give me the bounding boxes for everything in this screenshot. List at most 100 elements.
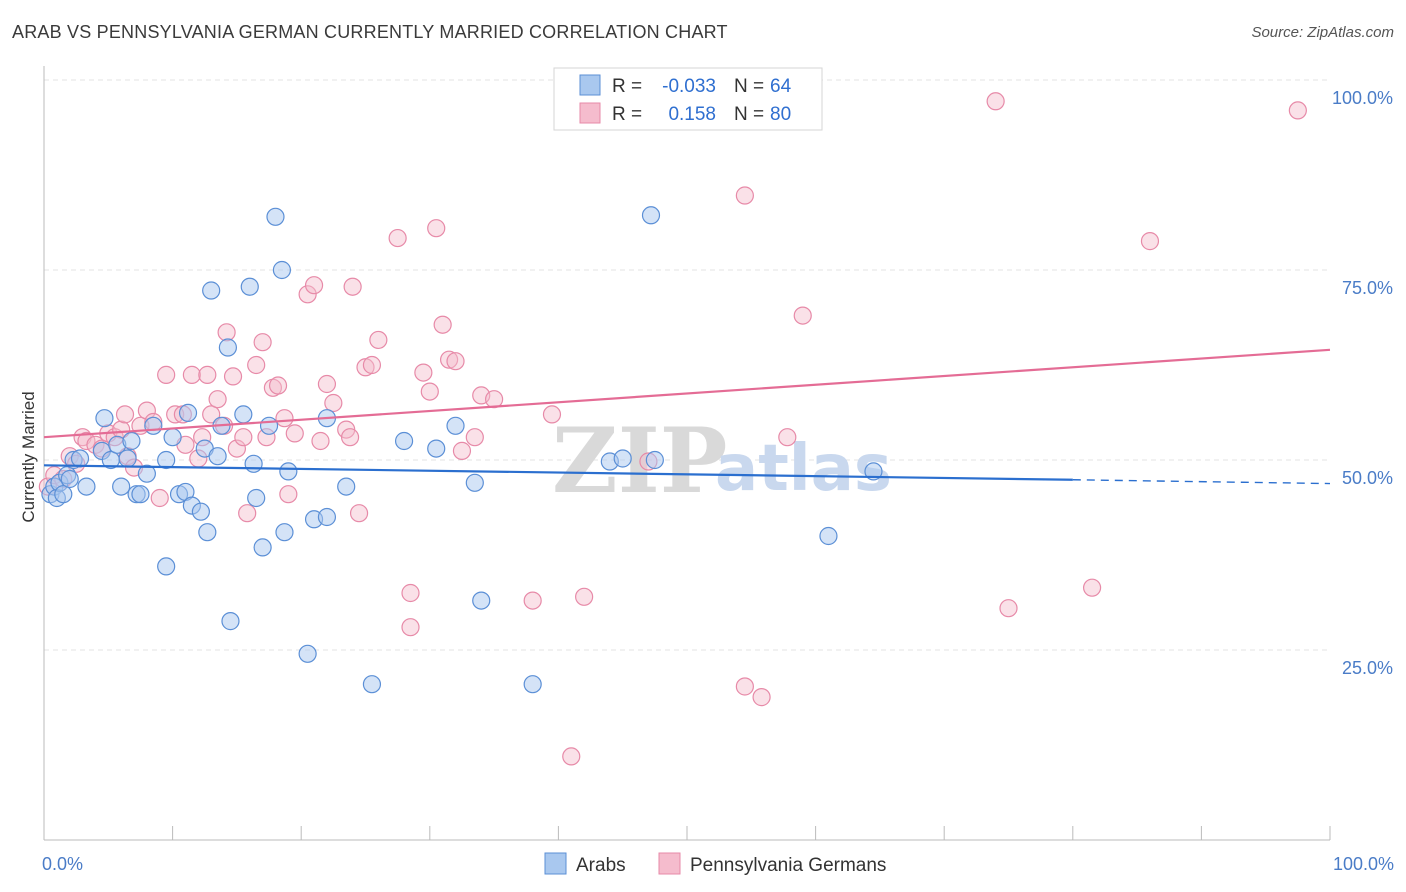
pg-point-73 <box>735 186 754 205</box>
source-credit: Source: ZipAtlas.com <box>1251 24 1394 41</box>
arabs-point-30 <box>198 523 217 542</box>
arabs-point-48 <box>317 507 337 527</box>
arabs-point-36 <box>234 405 253 424</box>
arabs-point-19 <box>137 464 156 483</box>
pg-point-36 <box>253 333 272 352</box>
arabs-point-6 <box>60 469 79 489</box>
arabs-point-57 <box>523 675 542 694</box>
arabs-point-55 <box>465 473 484 492</box>
pg-point-60 <box>427 219 446 238</box>
arabs-point-60 <box>641 206 661 225</box>
pg-point-82 <box>1288 101 1307 120</box>
pg-point-74 <box>735 677 754 696</box>
pg-point-50 <box>343 277 362 296</box>
arabs-point-41 <box>259 416 279 435</box>
grid-lines <box>44 79 1330 651</box>
pg-point-32 <box>227 439 246 458</box>
pg-point-58 <box>414 363 433 382</box>
legend-swatch-arabs <box>579 74 601 96</box>
bottom-legend-label-arabs: Arabs <box>576 855 626 876</box>
pg-point-39 <box>268 376 288 395</box>
arabs-point-15 <box>118 449 137 468</box>
pg-point-68 <box>523 591 542 610</box>
legend-r-value-arabs: -0.033 <box>662 76 716 97</box>
arabs-point-21 <box>157 450 176 470</box>
legend-n-label-pg: N = <box>734 104 764 125</box>
arabs-point-37 <box>240 277 259 296</box>
pg-point-54 <box>369 330 388 350</box>
pg-point-57 <box>401 618 420 637</box>
arabs-point-23 <box>163 428 182 447</box>
pg-point-71 <box>575 587 594 606</box>
pg-point-63 <box>446 352 465 371</box>
pg-point-70 <box>562 747 581 766</box>
legend-r-label-arabs: R = <box>612 76 642 97</box>
legend-n-value-pg: 80 <box>770 104 791 125</box>
pg-point-56 <box>401 583 420 603</box>
arabs-point-51 <box>362 675 382 694</box>
arabs-point-63 <box>864 462 883 481</box>
arabs-trend-line <box>43 464 1073 481</box>
arabs-point-16 <box>122 431 141 451</box>
arabs-point-62 <box>819 526 838 546</box>
arabs-point-46 <box>298 644 317 663</box>
axes <box>43 66 1331 841</box>
arabs-point-56 <box>472 591 491 610</box>
arabs-trend-extension <box>1072 479 1331 485</box>
watermark: ZIP atlas <box>552 408 892 514</box>
arabs-point-14 <box>112 477 131 496</box>
pg-point-31 <box>223 367 243 386</box>
correlation-legend: R = -0.033 N = 64 R = 0.158 N = 80 <box>553 67 823 131</box>
pg-point-44 <box>304 276 324 295</box>
pg-point-64 <box>452 441 472 460</box>
arabs-point-28 <box>191 502 210 521</box>
pg-point-26 <box>198 365 217 384</box>
pg-point-16 <box>137 401 156 420</box>
pg-point-62 <box>439 350 459 369</box>
arabs-point-53 <box>427 439 446 458</box>
pg-point-23 <box>182 365 201 384</box>
arabs-point-34 <box>218 338 237 357</box>
watermark-atlas: atlas <box>715 432 892 506</box>
pg-point-55 <box>388 228 407 248</box>
pg-point-19 <box>157 365 176 384</box>
arabs-points <box>41 206 883 694</box>
legend-swatch-pg <box>579 102 601 124</box>
arabs-point-44 <box>275 523 294 542</box>
arabs-point-32 <box>208 447 227 466</box>
bottom-legend-swatch-arabs <box>544 852 567 875</box>
arabs-point-45 <box>279 462 298 481</box>
arabs-point-61 <box>645 450 664 470</box>
pg-point-75 <box>752 688 771 707</box>
legend-n-label-arabs: N = <box>734 76 764 97</box>
pg-point-28 <box>208 390 227 409</box>
y-tick-label-3: 100.0% <box>1332 88 1393 108</box>
arabs-point-54 <box>446 416 465 435</box>
pg-point-79 <box>999 599 1018 618</box>
pg-point-33 <box>234 428 253 447</box>
arabs-point-18 <box>131 485 150 504</box>
arabs-point-9 <box>77 477 96 496</box>
arabs-point-50 <box>337 477 356 496</box>
x-tick-label-1: 100.0% <box>1333 854 1394 874</box>
pg-point-46 <box>317 374 337 394</box>
pg-point-78 <box>986 92 1005 111</box>
pg-point-30 <box>217 323 236 342</box>
arabs-point-4 <box>54 485 73 504</box>
pg-point-76 <box>778 428 797 447</box>
pg-point-12 <box>115 405 135 424</box>
bottom-legend-label-pg: Pennsylvania Germans <box>690 855 886 876</box>
legend-n-value-arabs: 64 <box>770 76 792 97</box>
pg-point-49 <box>340 428 360 447</box>
arabs-point-31 <box>202 281 221 300</box>
pg-point-34 <box>238 504 257 523</box>
arabs-point-38 <box>244 454 263 473</box>
arabs-point-26 <box>178 403 198 422</box>
pg-point-18 <box>150 488 169 508</box>
arabs-point-20 <box>144 416 163 435</box>
x-tick-labels: 0.0% 100.0% <box>42 854 1394 874</box>
pennsylvania-germans-points <box>38 92 1307 766</box>
arabs-point-43 <box>272 260 292 280</box>
pg-point-59 <box>420 382 439 401</box>
